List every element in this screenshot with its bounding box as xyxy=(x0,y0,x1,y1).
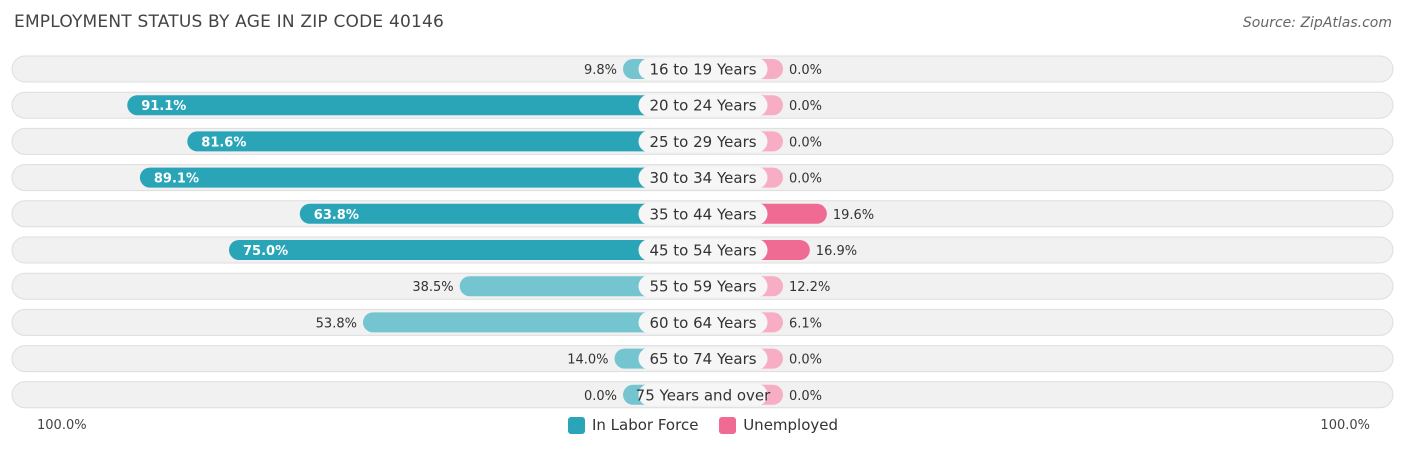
value-label-labor-force: 89.1% xyxy=(154,172,199,187)
category-label: 25 to 29 Years xyxy=(649,133,756,151)
chart-title: EMPLOYMENT STATUS BY AGE IN ZIP CODE 401… xyxy=(14,12,445,32)
value-label-unemployed: 0.0% xyxy=(789,389,822,404)
category-pill xyxy=(638,58,768,80)
legend-item-unemployed[interactable]: Unemployed xyxy=(719,416,838,434)
category-pill xyxy=(638,311,768,334)
bar-row[interactable]: 55 to 59 Years 38.5% 12.2% xyxy=(11,272,1394,300)
value-label-labor-force: 53.8% xyxy=(316,316,357,331)
category-label: 35 to 44 Years xyxy=(649,205,756,223)
category-label: 60 to 64 Years xyxy=(649,314,756,332)
value-label-unemployed: 0.0% xyxy=(789,63,822,78)
axis-left-label: 100.0% xyxy=(37,418,87,433)
value-label-labor-force: 0.0% xyxy=(584,389,617,404)
category-pill xyxy=(638,94,768,117)
value-label-unemployed: 0.0% xyxy=(789,135,822,150)
value-label-labor-force: 75.0% xyxy=(243,244,288,259)
value-label-labor-force: 91.1% xyxy=(141,99,186,114)
bar-labor-force xyxy=(187,131,704,152)
bar-row[interactable]: 16 to 19 Years 9.8% 0.0% xyxy=(11,55,1394,83)
category-pill xyxy=(638,239,768,261)
category-pill xyxy=(638,130,768,153)
value-label-unemployed: 12.2% xyxy=(789,280,830,295)
bar-row[interactable]: 45 to 54 Years 75.0% 16.9% xyxy=(11,236,1394,264)
category-pill xyxy=(638,347,768,370)
bar-labor-force xyxy=(127,95,704,116)
bar-row[interactable]: 25 to 29 Years 81.6% 0.0% xyxy=(11,127,1394,155)
bar-row[interactable]: 65 to 74 Years 14.0% 0.0% xyxy=(11,345,1394,373)
bar-labor-force xyxy=(299,203,703,224)
category-pill xyxy=(638,275,768,298)
category-pill xyxy=(638,202,768,225)
category-label: 75 Years and over xyxy=(636,386,771,404)
legend-label-labor-force: In Labor Force xyxy=(591,416,699,434)
source-credit: Source: ZipAtlas.com xyxy=(1242,15,1392,31)
category-label: 20 to 24 Years xyxy=(649,97,756,115)
value-label-labor-force: 63.8% xyxy=(314,208,359,223)
category-pill xyxy=(638,383,768,406)
value-label-unemployed: 6.1% xyxy=(789,316,822,331)
bar-row[interactable]: 75 Years and over 0.0% 0.0% xyxy=(11,381,1394,409)
legend-item-labor-force[interactable]: In Labor Force xyxy=(567,416,699,434)
bar-row[interactable]: 60 to 64 Years 53.8% 6.1% xyxy=(11,308,1394,336)
axis-right-label: 100.0% xyxy=(1320,418,1370,433)
category-label: 45 to 54 Years xyxy=(649,242,756,260)
bar-row[interactable]: 30 to 34 Years 89.1% 0.0% xyxy=(11,164,1394,192)
legend-label-unemployed: Unemployed xyxy=(743,416,839,434)
bar-labor-force xyxy=(139,167,703,188)
value-label-labor-force: 9.8% xyxy=(584,63,617,78)
value-label-unemployed: 16.9% xyxy=(816,244,857,259)
value-label-labor-force: 38.5% xyxy=(412,280,453,295)
value-label-unemployed: 0.0% xyxy=(789,99,822,114)
bar-labor-force xyxy=(229,240,703,260)
value-label-unemployed: 0.0% xyxy=(789,353,822,368)
bar-row[interactable]: 20 to 24 Years 91.1% 0.0% xyxy=(11,91,1394,119)
category-label: 16 to 19 Years xyxy=(649,61,756,79)
legend: In Labor Force Unemployed xyxy=(0,416,1406,438)
value-label-labor-force: 81.6% xyxy=(201,135,246,150)
category-label: 65 to 74 Years xyxy=(649,350,756,368)
value-label-unemployed: 19.6% xyxy=(833,208,874,223)
value-label-unemployed: 0.0% xyxy=(789,172,822,187)
category-pill xyxy=(638,166,768,189)
bar-row[interactable]: 35 to 44 Years 63.8% 19.6% xyxy=(11,200,1394,228)
bar-labor-force xyxy=(362,312,703,333)
category-label: 30 to 34 Years xyxy=(649,169,756,187)
legend-swatch-labor-force xyxy=(567,416,585,434)
value-label-labor-force: 14.0% xyxy=(567,353,608,368)
category-label: 55 to 59 Years xyxy=(649,278,756,296)
legend-swatch-unemployed xyxy=(719,416,737,434)
